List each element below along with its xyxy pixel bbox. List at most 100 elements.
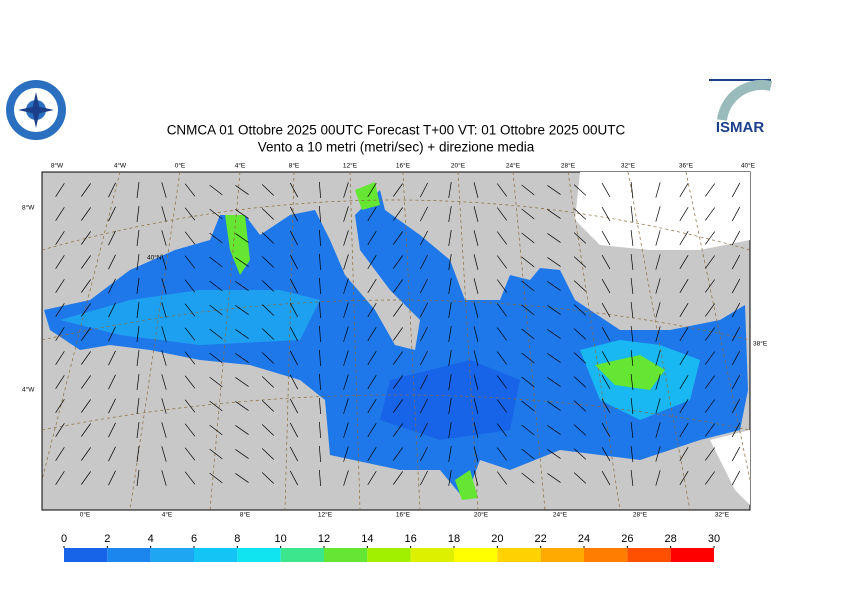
wind-arrow bbox=[496, 447, 508, 461]
colorbar-segment bbox=[584, 548, 628, 562]
colorbar-segment bbox=[627, 548, 671, 562]
wind-arrow bbox=[731, 350, 741, 366]
wind-arrow bbox=[521, 184, 535, 196]
wind-arrow bbox=[289, 374, 299, 390]
lon-label: 4°E bbox=[235, 162, 246, 170]
wind-arrow bbox=[547, 353, 561, 363]
wind-arrow bbox=[108, 446, 116, 462]
wind-arrow bbox=[81, 303, 91, 317]
wind-arrow bbox=[573, 280, 587, 292]
lat-label: 4°W bbox=[22, 386, 35, 394]
wind-arrow bbox=[547, 401, 561, 411]
wind-arrow bbox=[448, 470, 452, 486]
wind-arrow bbox=[601, 470, 611, 486]
wind-arrow bbox=[319, 277, 321, 295]
wind-arrow bbox=[367, 399, 377, 413]
colorbar-segment bbox=[107, 548, 151, 562]
wind-arrow bbox=[420, 398, 428, 414]
wind-arrow bbox=[161, 398, 167, 414]
wind-arrow bbox=[547, 425, 561, 435]
wind-arrow bbox=[496, 231, 508, 245]
wind-arrow bbox=[601, 302, 611, 318]
wind-arrow bbox=[393, 279, 403, 293]
wind-arrow bbox=[420, 374, 428, 390]
wind-arrow bbox=[655, 230, 661, 246]
wind-arrow bbox=[420, 182, 428, 198]
wind-arrow bbox=[108, 398, 116, 414]
lon-label: 36°E bbox=[679, 162, 694, 170]
wind-arrow bbox=[705, 231, 715, 245]
title: CNMCA 01 Ottobre 2025 00UTC Forecast T+0… bbox=[167, 123, 626, 138]
wind-arrow bbox=[289, 302, 299, 318]
wind-arrow bbox=[393, 351, 403, 365]
wind-arrow bbox=[161, 278, 167, 294]
wind-arrow bbox=[343, 350, 349, 366]
wind-arrow bbox=[261, 256, 275, 268]
wind-arrow bbox=[289, 206, 299, 222]
wind-arrow bbox=[319, 469, 321, 487]
wind-arrow bbox=[448, 374, 452, 390]
colorbar-segment bbox=[540, 548, 584, 562]
wind-arrow bbox=[521, 424, 535, 436]
wind-arrow bbox=[81, 375, 91, 389]
wind-arrow bbox=[209, 256, 223, 268]
lon-label: 16°E bbox=[396, 162, 411, 170]
wind-arrow bbox=[81, 207, 91, 221]
colorbar-label: 0 bbox=[61, 533, 67, 545]
wind-arrow bbox=[731, 326, 741, 342]
wind-arrow bbox=[473, 254, 479, 270]
wind-arrow bbox=[184, 447, 196, 461]
wind-arrow bbox=[601, 254, 611, 270]
wind-arrow bbox=[573, 472, 587, 484]
lon-label: 32°E bbox=[715, 511, 730, 519]
lat-label: 38°E bbox=[753, 340, 768, 348]
wind-arrow bbox=[655, 446, 661, 462]
wind-arrow bbox=[108, 182, 116, 198]
wind-arrow bbox=[235, 425, 249, 435]
wind-arrow bbox=[235, 281, 249, 291]
wind-arrow bbox=[521, 400, 535, 412]
wind-arrow bbox=[81, 399, 91, 413]
wind-arrow bbox=[108, 470, 116, 486]
wind-arrow bbox=[547, 281, 561, 291]
wind-arrow bbox=[184, 327, 196, 341]
subtitle: Vento a 10 metri (metri/sec) + direzione… bbox=[258, 140, 535, 155]
wind-arrow bbox=[184, 423, 196, 437]
colorbar-label: 12 bbox=[318, 533, 330, 545]
wind-arrow bbox=[679, 230, 689, 246]
wind-arrow bbox=[601, 182, 611, 198]
wind-arrow bbox=[731, 206, 741, 222]
lon-label: 8°W bbox=[51, 162, 64, 170]
wind-arrow bbox=[136, 254, 140, 270]
wind-arrow bbox=[136, 278, 140, 294]
wind-arrow bbox=[184, 255, 196, 269]
lon-label: 28°E bbox=[633, 511, 648, 519]
wind-arrow bbox=[630, 398, 634, 414]
lon-label: 40°E bbox=[741, 162, 756, 170]
wind-arrow bbox=[261, 328, 275, 340]
wind-arrow bbox=[235, 353, 249, 363]
wind-arrow bbox=[448, 182, 452, 198]
wind-arrow bbox=[420, 206, 428, 222]
lon-label: 16°E bbox=[396, 511, 411, 519]
colorbar-segment bbox=[367, 548, 411, 562]
wind-arrow bbox=[630, 326, 634, 342]
wind-arrow bbox=[655, 278, 661, 294]
wind-arrow bbox=[601, 230, 611, 246]
colorbar-label: 8 bbox=[234, 533, 240, 545]
wind-arrow bbox=[55, 327, 65, 341]
wind-arrow bbox=[289, 446, 299, 462]
wind-arrow bbox=[573, 208, 587, 220]
colorbar-label: 18 bbox=[448, 533, 460, 545]
wind-arrow bbox=[705, 423, 715, 437]
lon-label: 12°E bbox=[318, 511, 333, 519]
wind-arrow bbox=[630, 230, 634, 246]
wind-arrow bbox=[547, 377, 561, 387]
wind-arrow bbox=[601, 326, 611, 342]
lon-label: 8°E bbox=[240, 511, 251, 519]
wind-arrow bbox=[473, 422, 479, 438]
wind-arrow bbox=[319, 325, 321, 343]
wind-arrow bbox=[731, 182, 741, 198]
wind-arrow bbox=[630, 206, 634, 222]
wind-arrow bbox=[108, 278, 116, 294]
